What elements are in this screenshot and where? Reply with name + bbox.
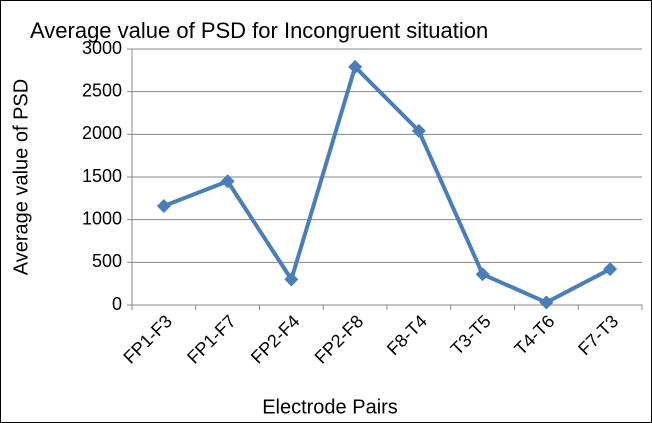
point-marker <box>220 174 235 189</box>
y-tick-label: 2000 <box>82 123 122 143</box>
y-axis-title: Average value of PSD <box>10 79 32 275</box>
point-marker <box>284 272 299 287</box>
y-tick-label: 0 <box>112 294 122 314</box>
y-tick-label: 3000 <box>82 38 122 58</box>
y-tick-label: 2500 <box>82 80 122 100</box>
point-marker <box>348 59 363 74</box>
point-marker <box>475 267 490 282</box>
series-line <box>163 64 612 305</box>
point-marker <box>411 123 426 138</box>
point-marker <box>603 262 618 277</box>
y-tick-label: 1000 <box>82 208 122 228</box>
y-tick-label: 500 <box>92 251 122 271</box>
x-axis-title: Electrode Pairs <box>262 396 398 418</box>
point-marker <box>156 199 171 214</box>
y-tick-label: 1500 <box>82 166 122 186</box>
point-marker <box>539 295 554 310</box>
chart-title: Average value of PSD for Incongruent sit… <box>30 18 488 43</box>
